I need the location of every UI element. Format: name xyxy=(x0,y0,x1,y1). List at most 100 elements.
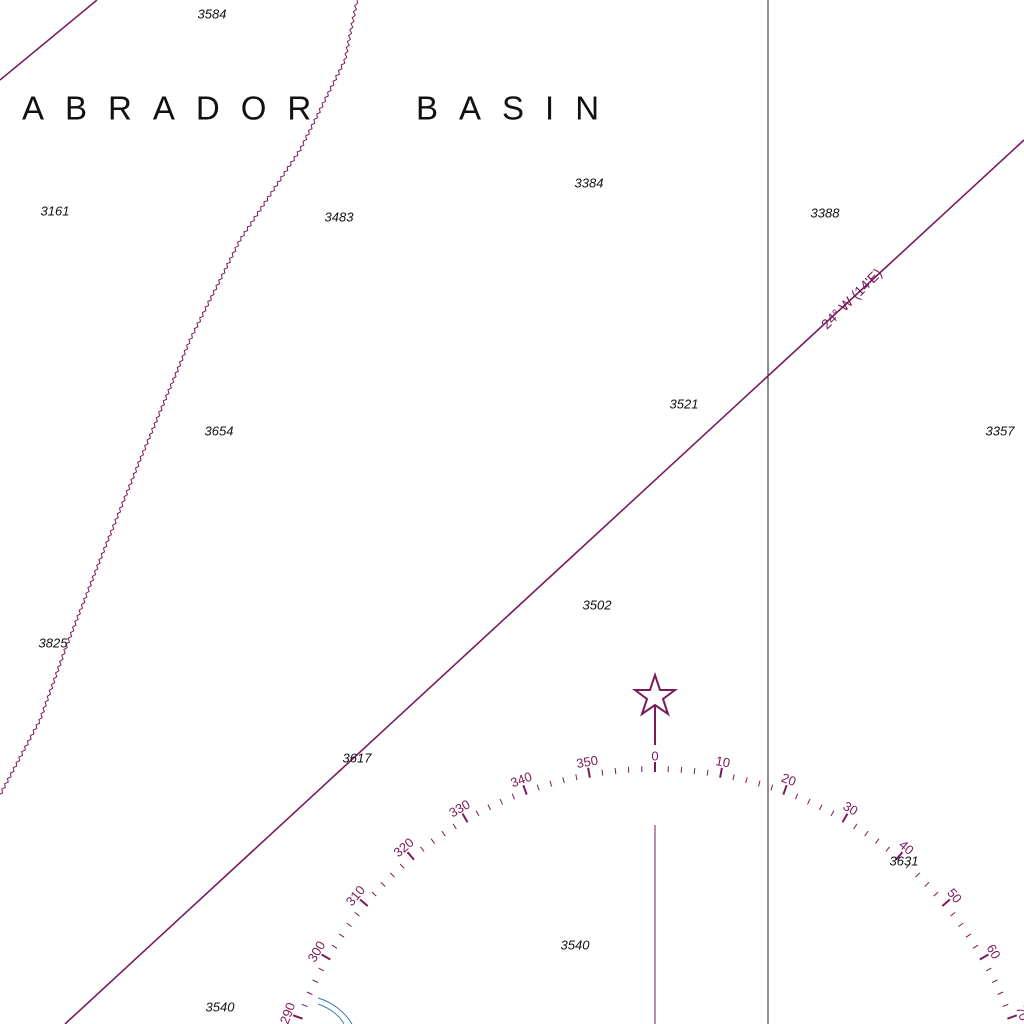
compass-tick xyxy=(905,863,911,869)
sounding: 3631 xyxy=(890,853,919,868)
compass-label: 330 xyxy=(446,796,472,820)
compass-tick xyxy=(461,813,469,823)
compass-tick xyxy=(782,784,788,795)
sounding: 3540 xyxy=(206,999,236,1014)
compass-tick xyxy=(719,767,723,778)
sounding: 3654 xyxy=(205,423,234,438)
compass-tick xyxy=(830,810,835,817)
compass-label: 10 xyxy=(714,753,731,770)
compass-label: 290 xyxy=(277,1000,299,1024)
sounding: 3384 xyxy=(575,175,604,190)
compass-ticks xyxy=(292,762,1018,1020)
compass-tick xyxy=(321,953,331,961)
compass-tick xyxy=(991,979,998,984)
sounding: 3617 xyxy=(343,750,373,765)
compass-tick xyxy=(312,979,319,984)
compass-tick xyxy=(420,846,425,852)
compass-tick xyxy=(958,922,964,928)
blue-contour xyxy=(317,997,353,1024)
compass-tick xyxy=(338,933,345,938)
compass-label: 20 xyxy=(779,770,798,789)
compass-tick xyxy=(807,798,811,805)
compass-tick xyxy=(979,953,989,961)
sounding: 3161 xyxy=(41,203,70,218)
compass-tick xyxy=(522,784,528,795)
depth-contour xyxy=(0,0,359,795)
contour-line xyxy=(0,0,98,81)
compass-label: 340 xyxy=(508,769,534,791)
compass-label: 320 xyxy=(390,835,416,860)
compass-tick xyxy=(430,838,436,844)
sounding: 3502 xyxy=(583,597,613,612)
compass-tick xyxy=(732,774,735,781)
compass-label: 30 xyxy=(841,798,861,818)
compass-tick xyxy=(770,784,774,791)
compass-tick xyxy=(795,793,799,800)
place-name: ABRADOR xyxy=(22,90,332,127)
compass-tick xyxy=(693,768,696,775)
compass-tick xyxy=(359,898,369,907)
compass-tick xyxy=(511,793,515,800)
compass-tick xyxy=(841,813,849,823)
compass-tick xyxy=(933,891,939,897)
compass-tick xyxy=(941,898,951,907)
blue-contour xyxy=(317,1003,345,1024)
sounding: 3825 xyxy=(39,635,69,650)
compass-tick xyxy=(487,804,492,811)
compass-tick xyxy=(757,780,761,787)
compass-tick xyxy=(874,838,880,844)
compass-tick xyxy=(587,767,591,778)
compass-tick xyxy=(346,922,352,928)
compass-tick xyxy=(818,804,823,811)
compass-tick xyxy=(452,823,457,830)
compass-tick xyxy=(997,991,1004,995)
compass-tick xyxy=(441,830,446,837)
isogonic-line xyxy=(64,139,1024,1024)
compass-tick xyxy=(885,846,890,852)
compass-tick xyxy=(292,1014,303,1020)
compass-tick xyxy=(1002,1003,1009,1007)
compass-tick xyxy=(475,810,480,817)
compass-tick xyxy=(399,863,405,869)
compass-tick xyxy=(318,967,325,972)
compass-tick xyxy=(549,780,553,787)
variation-label: 24° W (14'E) xyxy=(818,265,885,332)
compass-tick xyxy=(853,823,858,830)
compass-tick xyxy=(371,891,377,897)
compass-tick xyxy=(985,967,992,972)
compass-label: 300 xyxy=(304,938,328,964)
sounding: 3521 xyxy=(670,396,699,411)
compass-label: 60 xyxy=(984,941,1004,961)
place-name: BASIN xyxy=(416,90,620,127)
compass-tick xyxy=(864,830,869,837)
compass-tick xyxy=(331,944,338,949)
sounding: 3483 xyxy=(325,209,355,224)
compass-tick xyxy=(354,912,360,917)
sounding: 3357 xyxy=(986,423,1016,438)
compass-tick xyxy=(972,944,979,949)
compass-tick xyxy=(1007,1014,1018,1020)
compass-tick xyxy=(915,872,921,878)
compass-label: 0 xyxy=(651,748,658,763)
sounding: 3584 xyxy=(198,6,227,21)
compass-tick xyxy=(499,798,503,805)
compass-tick xyxy=(575,774,578,781)
compass-tick xyxy=(601,769,604,776)
compass-tick xyxy=(406,851,415,861)
compass-tick xyxy=(301,1003,308,1007)
compass-tick xyxy=(306,991,313,995)
compass-label: 350 xyxy=(575,753,599,772)
compass-tick xyxy=(965,933,972,938)
compass-tick xyxy=(924,881,930,887)
compass-tick xyxy=(706,769,709,776)
compass-tick xyxy=(895,851,904,861)
sounding: 3388 xyxy=(811,205,841,220)
compass-tick xyxy=(389,872,395,878)
compass-label: 70 xyxy=(1013,1004,1024,1023)
compass-tick xyxy=(745,777,748,784)
sounding: 3540 xyxy=(561,937,591,952)
compass-tick xyxy=(536,784,540,791)
compass-label: 310 xyxy=(343,882,368,908)
compass-tick xyxy=(562,777,565,784)
